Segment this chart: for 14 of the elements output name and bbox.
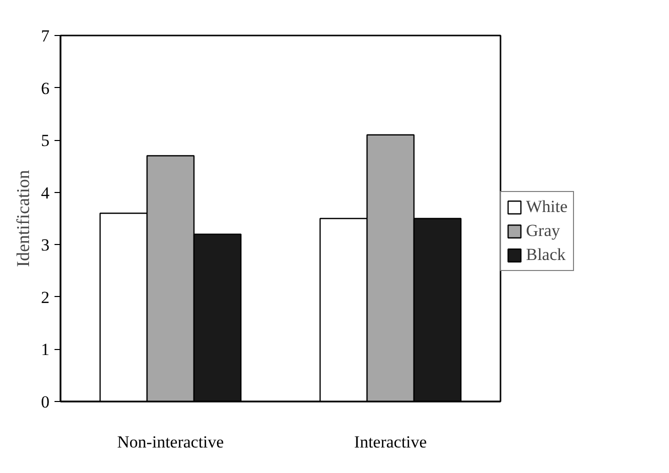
y-tick-label: 5 xyxy=(41,131,50,150)
y-tick-label: 3 xyxy=(41,236,50,255)
legend-label: Gray xyxy=(526,221,560,241)
x-tick-label: Interactive xyxy=(354,432,427,452)
legend-label: White xyxy=(526,197,568,217)
y-tick-label: 1 xyxy=(41,340,50,360)
y-tick-label: 6 xyxy=(41,78,50,98)
y-axis-title: Identification xyxy=(13,170,33,267)
y-tick-label: 4 xyxy=(41,183,50,202)
y-tick-label: 7 xyxy=(41,26,50,46)
x-tick-label: Non-interactive xyxy=(117,432,224,452)
y-tick-label: 0 xyxy=(41,392,50,412)
legend-label: Black xyxy=(526,245,566,265)
y-tick-label: 2 xyxy=(41,288,50,307)
